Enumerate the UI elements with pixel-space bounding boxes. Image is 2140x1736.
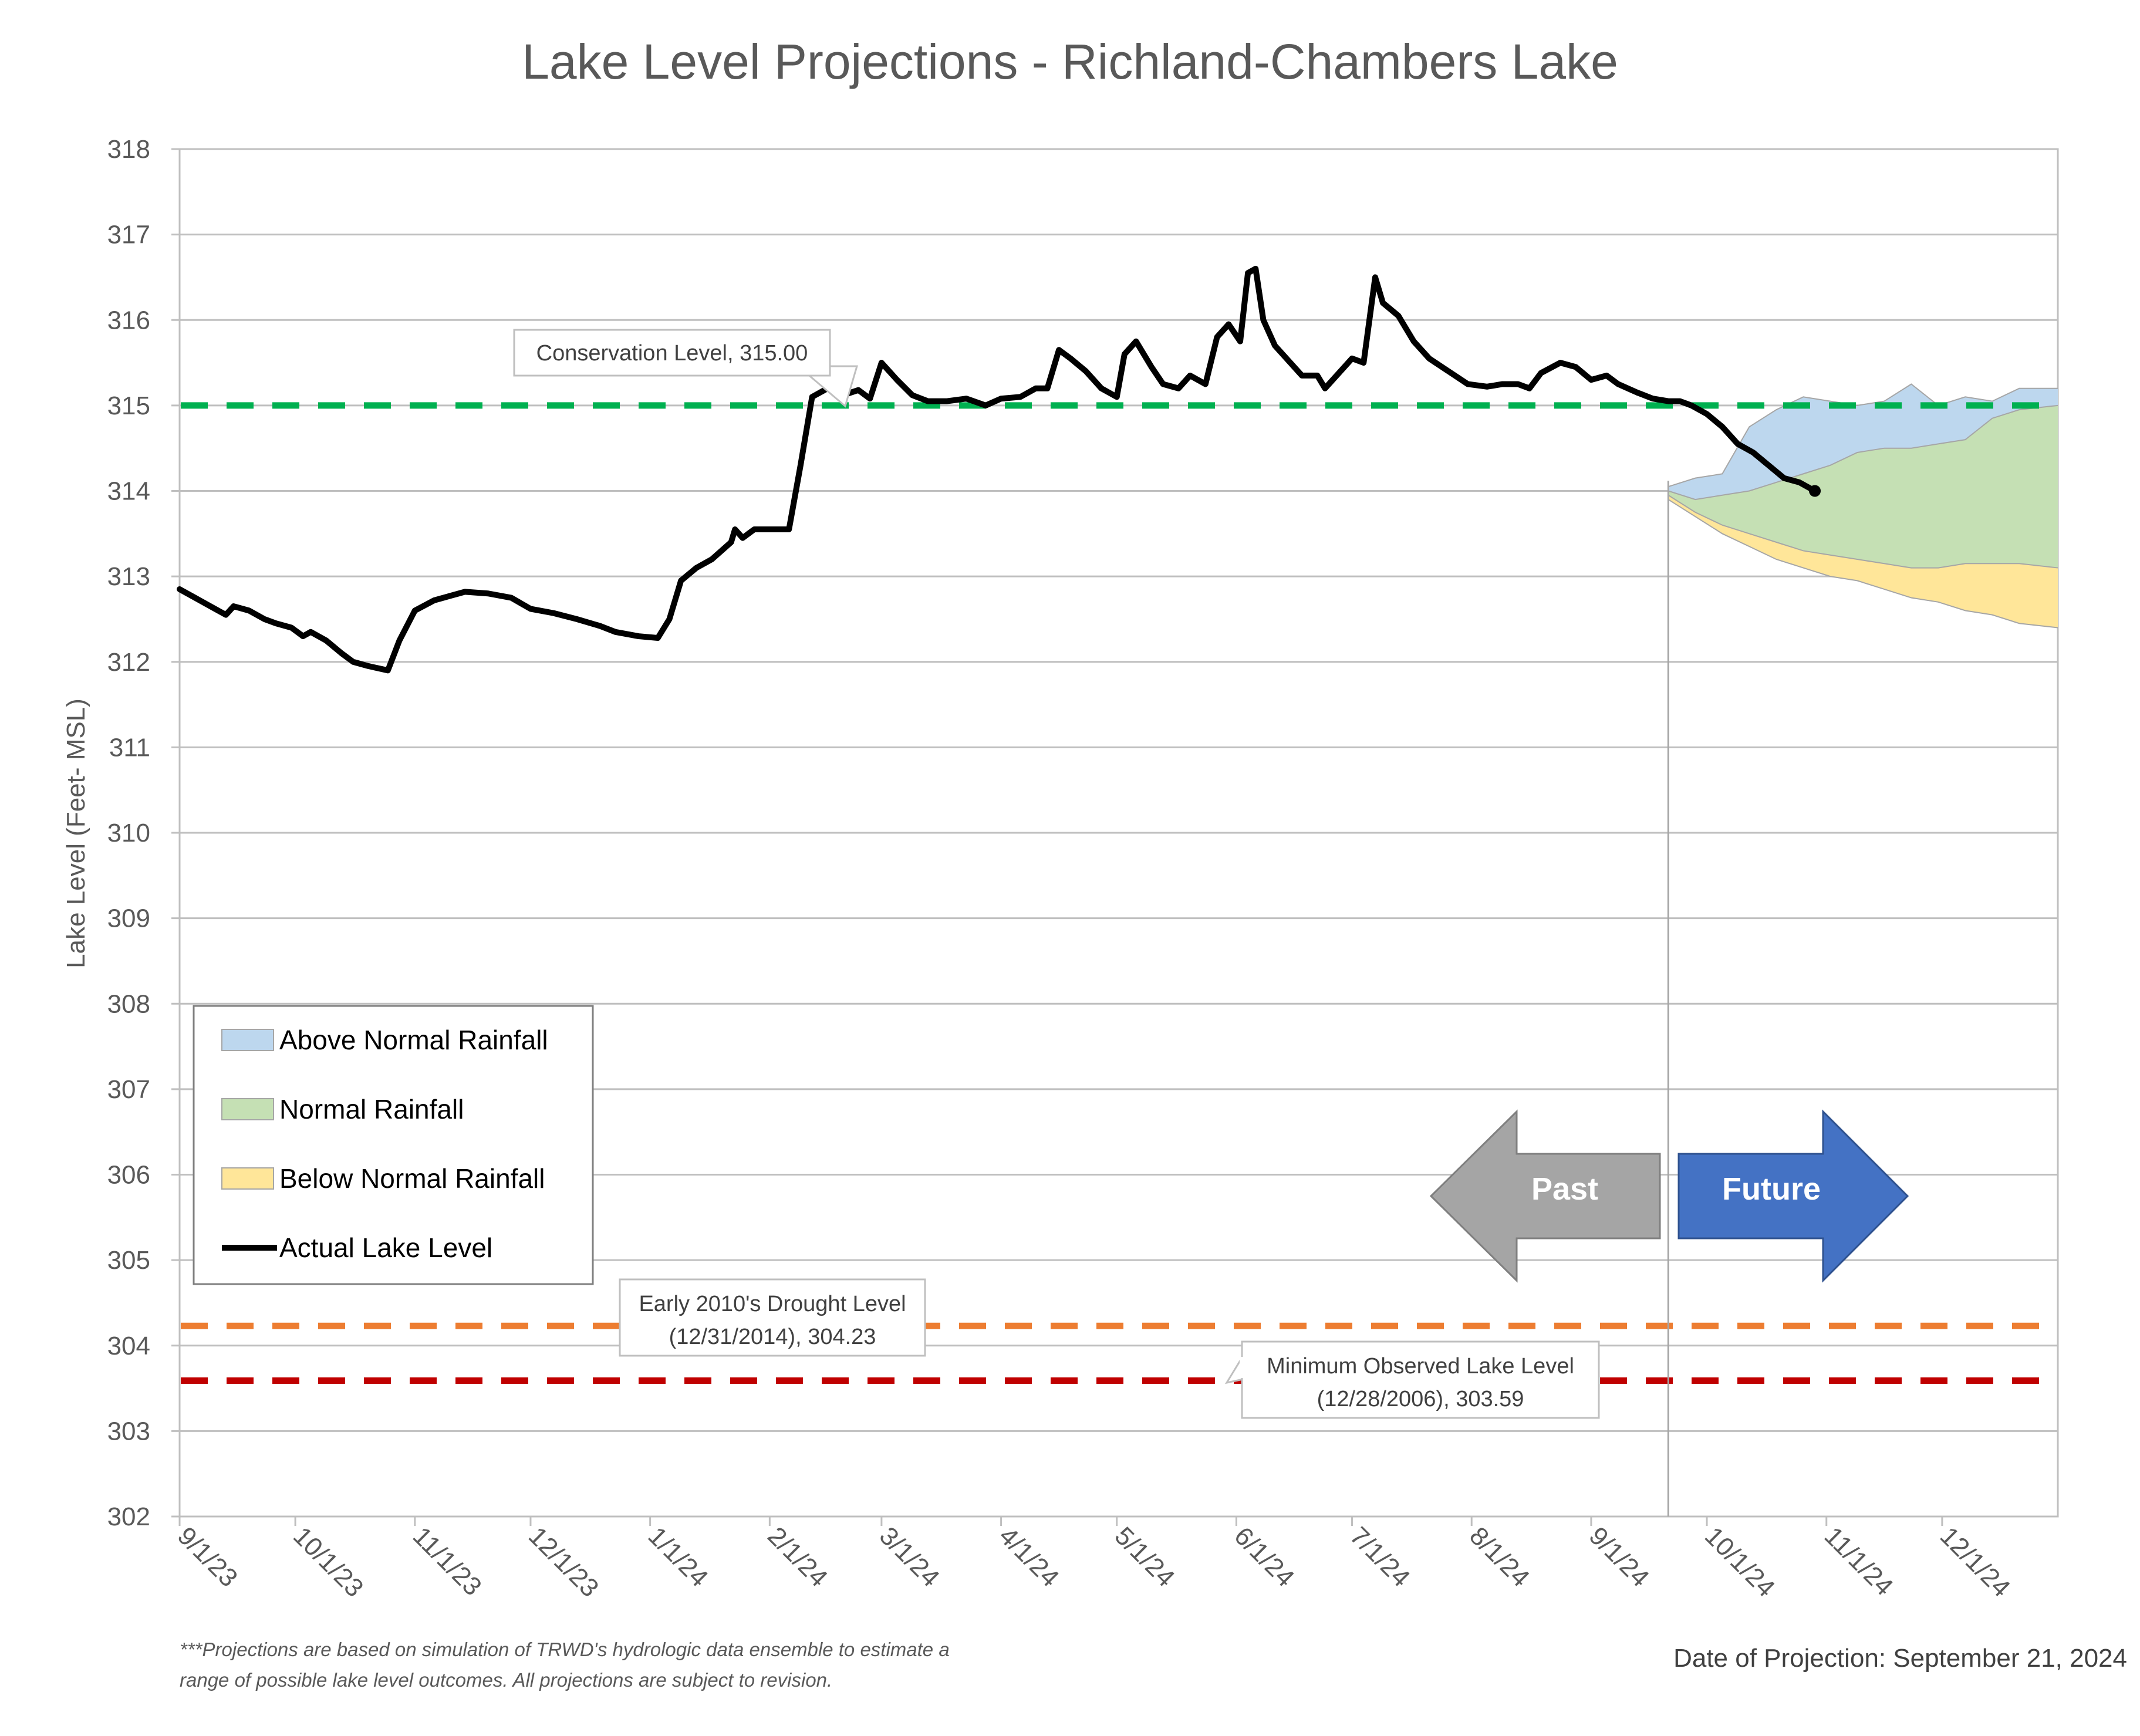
y-tick-label: 316 [107, 306, 150, 335]
x-axis-ticks: 9/1/23 10/1/23 11/1/23 12/1/23 1/1/24 2/1/24 3… [172, 1517, 2016, 1603]
past-arrow-label: Past [1531, 1171, 1598, 1207]
x-tick-label: 11/1/23 [407, 1521, 487, 1601]
legend: Above Normal Rainfall Normal Rainfall Be… [193, 1005, 594, 1285]
y-axis-label: Lake Level (Feet- MSL) [62, 698, 90, 968]
x-tick-label: 10/1/24 [1699, 1521, 1780, 1602]
y-tick-label: 314 [107, 477, 150, 506]
y-tick-label: 310 [107, 819, 150, 847]
normal-band-edge [1668, 404, 2058, 501]
actual-lake-level-line [177, 265, 1818, 674]
legend-label-actual: Actual Lake Level [279, 1232, 492, 1263]
below-normal-band-edge [1668, 494, 2058, 569]
gridlines [180, 234, 2058, 1432]
conservation-level-callout: Conservation Level, 315.00 [513, 329, 859, 408]
y-tick-label: 317 [107, 221, 150, 249]
x-tick-label: 6/1/24 [1228, 1521, 1299, 1592]
x-tick-label: 2/1/24 [762, 1521, 833, 1592]
y-tick-label: 315 [107, 391, 150, 420]
projection-date: Date of Projection: September 21, 2024 [1673, 1644, 2127, 1673]
x-tick-label: 11/1/24 [1819, 1521, 1899, 1601]
legend-label-above: Above Normal Rainfall [279, 1025, 548, 1055]
y-tick-label: 313 [107, 562, 150, 591]
actual-lake-level-series [177, 265, 1821, 674]
y-tick-label: 305 [107, 1246, 150, 1275]
x-tick-label: 12/1/23 [523, 1521, 604, 1602]
legend-label-normal: Normal Rainfall [279, 1094, 464, 1124]
x-tick-label: 9/1/24 [1584, 1521, 1655, 1592]
below-normal-band [1668, 495, 2058, 628]
x-tick-label: 5/1/24 [1109, 1521, 1180, 1592]
y-tick-label: 309 [107, 904, 150, 933]
y-tick-label: 311 [109, 733, 150, 762]
y-tick-label: 307 [107, 1075, 150, 1104]
future-arrow: Future [1677, 1109, 1909, 1283]
x-tick-label: 8/1/24 [1464, 1521, 1535, 1592]
y-tick-label: 318 [107, 135, 150, 164]
y-axis-ticks: 302 303 304 305 306 307 308 309 310 311 312 313 314 3… [107, 135, 180, 1531]
y-tick-label: 308 [107, 989, 150, 1018]
minimum-level-label-line2: (12/28/2006), 303.59 [1317, 1387, 1524, 1411]
legend-box [193, 1005, 594, 1285]
normal-band [1668, 405, 2058, 568]
legend-swatch-above [221, 1029, 274, 1051]
legend-label-below: Below Normal Rainfall [279, 1163, 545, 1194]
past-arrow: Past [1429, 1109, 1661, 1283]
future-arrow-label: Future [1722, 1171, 1821, 1207]
projection-bands [1668, 383, 2058, 629]
actual-lake-level-endpoint [1809, 485, 1821, 497]
footnote-line2: range of possible lake level outcomes. A… [180, 1669, 832, 1691]
footnote-line1: ***Projections are based on simulation o… [180, 1639, 950, 1660]
y-tick-label: 302 [107, 1502, 150, 1531]
conservation-level-label: Conservation Level, 315.00 [536, 341, 808, 366]
drought-level-callout: Early 2010's Drought Level (12/31/2014),… [619, 1278, 926, 1357]
x-tick-label: 4/1/24 [994, 1521, 1065, 1592]
x-tick-label: 10/1/23 [288, 1521, 369, 1602]
y-tick-label: 312 [107, 648, 150, 677]
legend-swatch-below [221, 1167, 274, 1190]
x-tick-label: 9/1/23 [172, 1521, 243, 1592]
below-normal-band-lower-edge [1668, 499, 2058, 629]
y-tick-label: 306 [107, 1161, 150, 1190]
y-tick-label: 303 [107, 1417, 150, 1445]
minimum-level-callout: Minimum Observed Lake Level (12/28/2006)… [1224, 1340, 1600, 1419]
reference-lines [181, 402, 2057, 1384]
x-tick-label: 3/1/24 [874, 1521, 945, 1592]
above-normal-band [1668, 384, 2058, 500]
y-tick-label: 304 [107, 1332, 150, 1360]
drought-level-label-line2: (12/31/2014), 304.23 [669, 1325, 876, 1349]
x-tick-label: 1/1/24 [643, 1521, 714, 1592]
chart-title: Lake Level Projections - Richland-Chambe… [522, 34, 1618, 89]
drought-level-label-line1: Early 2010's Drought Level [639, 1292, 906, 1316]
x-tick-label: 7/1/24 [1344, 1521, 1415, 1592]
above-normal-band-edge [1668, 383, 2058, 488]
legend-swatch-normal [221, 1098, 274, 1120]
x-tick-label: 12/1/24 [1935, 1521, 2016, 1602]
minimum-level-label-line1: Minimum Observed Lake Level [1267, 1354, 1574, 1379]
